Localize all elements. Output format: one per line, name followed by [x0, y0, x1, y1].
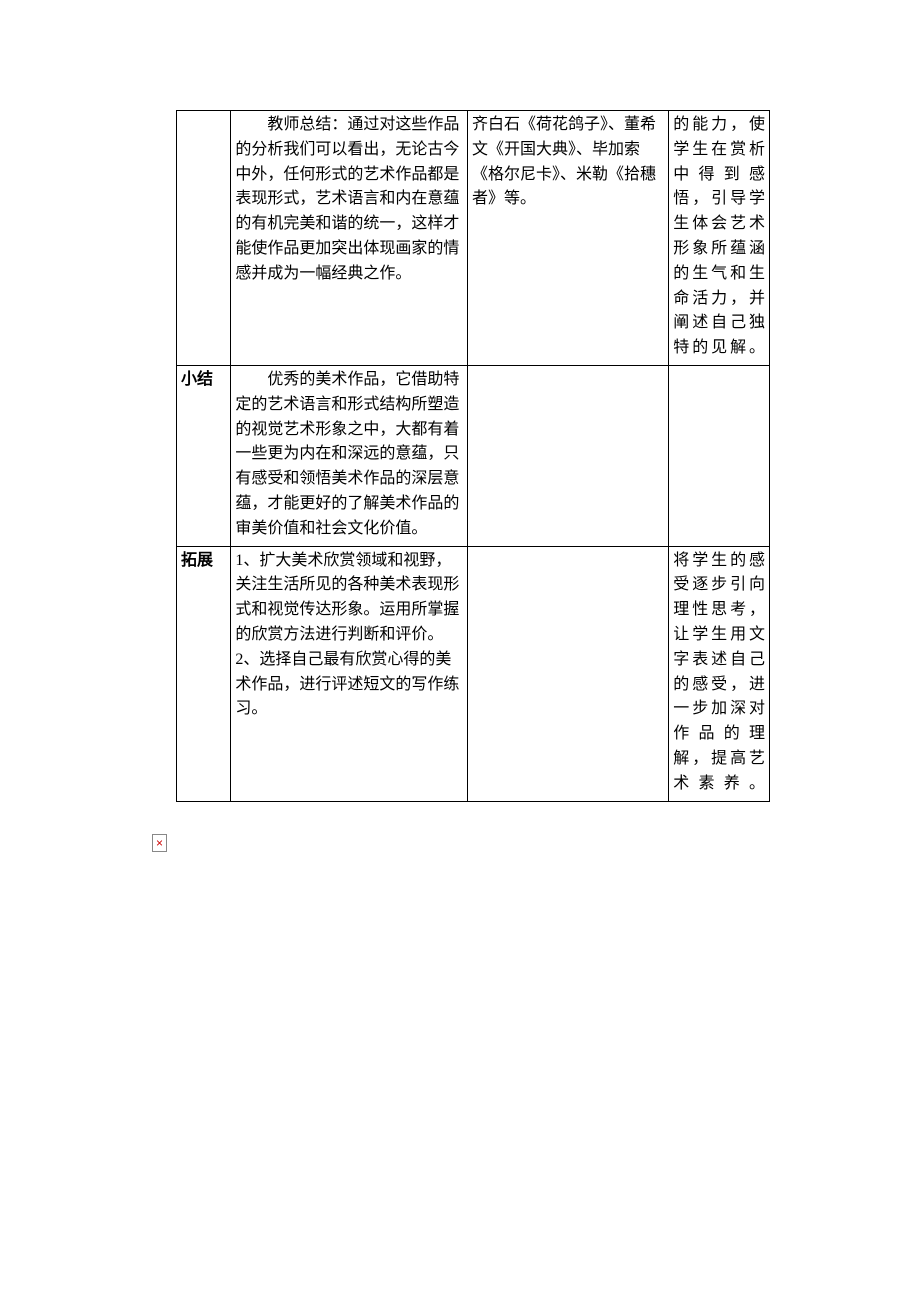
table-row: 教师总结：通过对这些作品的分析我们可以看出，无论古今中外，任何形式的艺术作品都是… — [177, 111, 770, 366]
cell-teacher-3: 1、扩大美术欣赏领域和视野，关注生活所见的各种美术表现形式和视觉传达形象。运用所… — [231, 546, 468, 801]
intent-text-3: 将学生的感受逐步引向理性思考，让学生用文字表述自己的感受，进一步加深对作品的理解… — [673, 552, 765, 792]
table-row: 拓展 1、扩大美术欣赏领域和视野，关注生活所见的各种美术表现形式和视觉传达形象。… — [177, 546, 770, 801]
cell-section-2: 小结 — [177, 365, 231, 546]
extension-text: 1、扩大美术欣赏领域和视野，关注生活所见的各种美术表现形式和视觉传达形象。运用所… — [235, 552, 459, 718]
document-page: 教师总结：通过对这些作品的分析我们可以看出，无论古今中外，任何形式的艺术作品都是… — [0, 0, 920, 1302]
teacher-summary-text: 教师总结：通过对这些作品的分析我们可以看出，无论古今中外，任何形式的艺术作品都是… — [235, 113, 463, 287]
cell-example-1: 齐白石《荷花鸽子》、董希文《开国大典》、毕加索《格尔尼卡》、米勒《拾穗者》等。 — [467, 111, 668, 366]
intent-text-1: 的能力，使学生在赏析中得到感悟，引导学生体会艺术形象所蕴涵的生气和生命活力，并阐… — [673, 116, 765, 356]
cell-section-1 — [177, 111, 231, 366]
cell-intent-1: 的能力，使学生在赏析中得到感悟，引导学生体会艺术形象所蕴涵的生气和生命活力，并阐… — [669, 111, 770, 366]
section-label-extension: 拓展 — [181, 552, 213, 569]
cell-example-3 — [467, 546, 668, 801]
cell-section-3: 拓展 — [177, 546, 231, 801]
cell-intent-2 — [669, 365, 770, 546]
broken-image-icon: × — [152, 834, 167, 852]
cell-intent-3: 将学生的感受逐步引向理性思考，让学生用文字表述自己的感受，进一步加深对作品的理解… — [669, 546, 770, 801]
lesson-plan-table: 教师总结：通过对这些作品的分析我们可以看出，无论古今中外，任何形式的艺术作品都是… — [176, 110, 770, 802]
section-label-summary: 小结 — [181, 371, 213, 388]
summary-text: 优秀的美术作品，它借助特定的艺术语言和形式结构所塑造的视觉艺术形象之中，大都有着… — [235, 368, 463, 542]
cell-example-2 — [467, 365, 668, 546]
cell-teacher-1: 教师总结：通过对这些作品的分析我们可以看出，无论古今中外，任何形式的艺术作品都是… — [231, 111, 468, 366]
example-works-text: 齐白石《荷花鸽子》、董希文《开国大典》、毕加索《格尔尼卡》、米勒《拾穗者》等。 — [472, 116, 656, 207]
table-row: 小结 优秀的美术作品，它借助特定的艺术语言和形式结构所塑造的视觉艺术形象之中，大… — [177, 365, 770, 546]
broken-image-glyph: × — [156, 836, 163, 850]
cell-teacher-2: 优秀的美术作品，它借助特定的艺术语言和形式结构所塑造的视觉艺术形象之中，大都有着… — [231, 365, 468, 546]
